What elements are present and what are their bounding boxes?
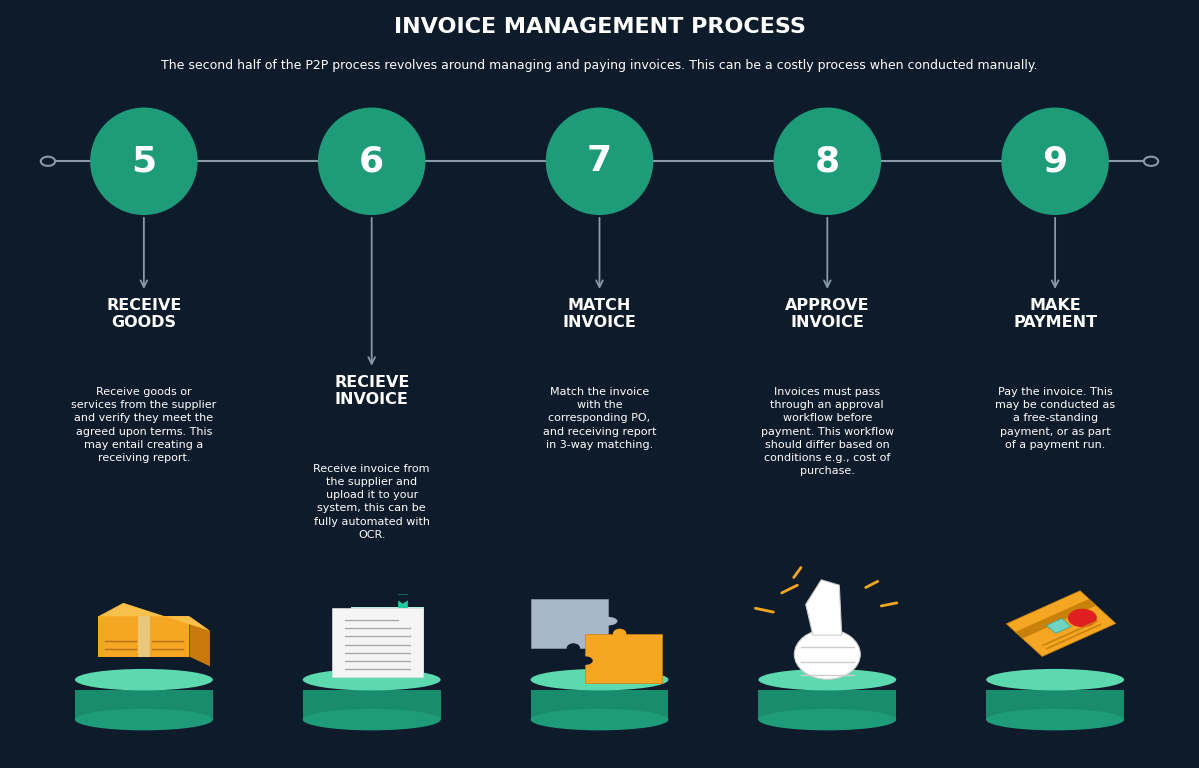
Text: Invoices must pass
through an approval
workflow before
payment. This workflow
sh: Invoices must pass through an approval w…: [760, 387, 894, 476]
Text: 7: 7: [588, 144, 611, 178]
Circle shape: [1144, 157, 1158, 166]
Ellipse shape: [567, 644, 580, 653]
Ellipse shape: [546, 108, 653, 215]
Polygon shape: [98, 603, 210, 631]
Ellipse shape: [302, 669, 440, 690]
Polygon shape: [351, 607, 423, 676]
Text: Receive goods or
services from the supplier
and verify they meet the
agreed upon: Receive goods or services from the suppl…: [71, 387, 217, 463]
Ellipse shape: [90, 108, 198, 215]
Ellipse shape: [758, 709, 896, 730]
Ellipse shape: [302, 709, 440, 730]
Ellipse shape: [530, 669, 668, 690]
Text: 9: 9: [1042, 144, 1068, 178]
Circle shape: [1068, 609, 1097, 627]
Polygon shape: [530, 690, 668, 720]
Polygon shape: [531, 599, 608, 648]
Text: RECIEVE
INVOICE: RECIEVE INVOICE: [335, 375, 409, 407]
Ellipse shape: [578, 657, 592, 665]
Circle shape: [41, 157, 55, 166]
Polygon shape: [332, 608, 423, 677]
Polygon shape: [138, 616, 150, 657]
Polygon shape: [585, 634, 662, 683]
Ellipse shape: [794, 630, 860, 679]
Ellipse shape: [773, 108, 881, 215]
Ellipse shape: [986, 669, 1125, 690]
Polygon shape: [1047, 618, 1071, 634]
Polygon shape: [388, 594, 417, 604]
Text: Pay the invoice. This
may be conducted as
a free-standing
payment, or as part
of: Pay the invoice. This may be conducted a…: [995, 387, 1115, 450]
Ellipse shape: [530, 709, 668, 730]
Text: APPROVE
INVOICE: APPROVE INVOICE: [785, 298, 869, 330]
Text: 5: 5: [132, 144, 156, 178]
Ellipse shape: [74, 669, 212, 690]
Ellipse shape: [986, 709, 1125, 730]
Ellipse shape: [1001, 108, 1109, 215]
Polygon shape: [98, 616, 189, 657]
Polygon shape: [1016, 599, 1096, 638]
Polygon shape: [758, 690, 896, 720]
Ellipse shape: [598, 617, 617, 625]
Polygon shape: [74, 690, 212, 720]
Text: The second half of the P2P process revolves around managing and paying invoices.: The second half of the P2P process revol…: [161, 59, 1038, 71]
Polygon shape: [986, 690, 1123, 720]
Text: MAKE
PAYMENT: MAKE PAYMENT: [1013, 298, 1097, 330]
Ellipse shape: [318, 108, 426, 215]
Text: 6: 6: [360, 144, 384, 178]
Polygon shape: [1006, 591, 1116, 657]
Ellipse shape: [74, 709, 212, 730]
Text: Match the invoice
with the
corresponding PO,
and receiving report
in 3-way match: Match the invoice with the corresponding…: [543, 387, 656, 450]
Polygon shape: [302, 690, 440, 720]
Text: 8: 8: [815, 144, 839, 178]
Text: INVOICE MANAGEMENT PROCESS: INVOICE MANAGEMENT PROCESS: [393, 17, 806, 37]
Text: MATCH
INVOICE: MATCH INVOICE: [562, 298, 637, 330]
Text: RECEIVE
GOODS: RECEIVE GOODS: [107, 298, 181, 330]
Text: Receive invoice from
the supplier and
upload it to your
system, this can be
full: Receive invoice from the supplier and up…: [313, 464, 430, 540]
Ellipse shape: [613, 629, 626, 638]
Polygon shape: [189, 616, 210, 667]
Ellipse shape: [758, 669, 896, 690]
Polygon shape: [806, 580, 842, 635]
